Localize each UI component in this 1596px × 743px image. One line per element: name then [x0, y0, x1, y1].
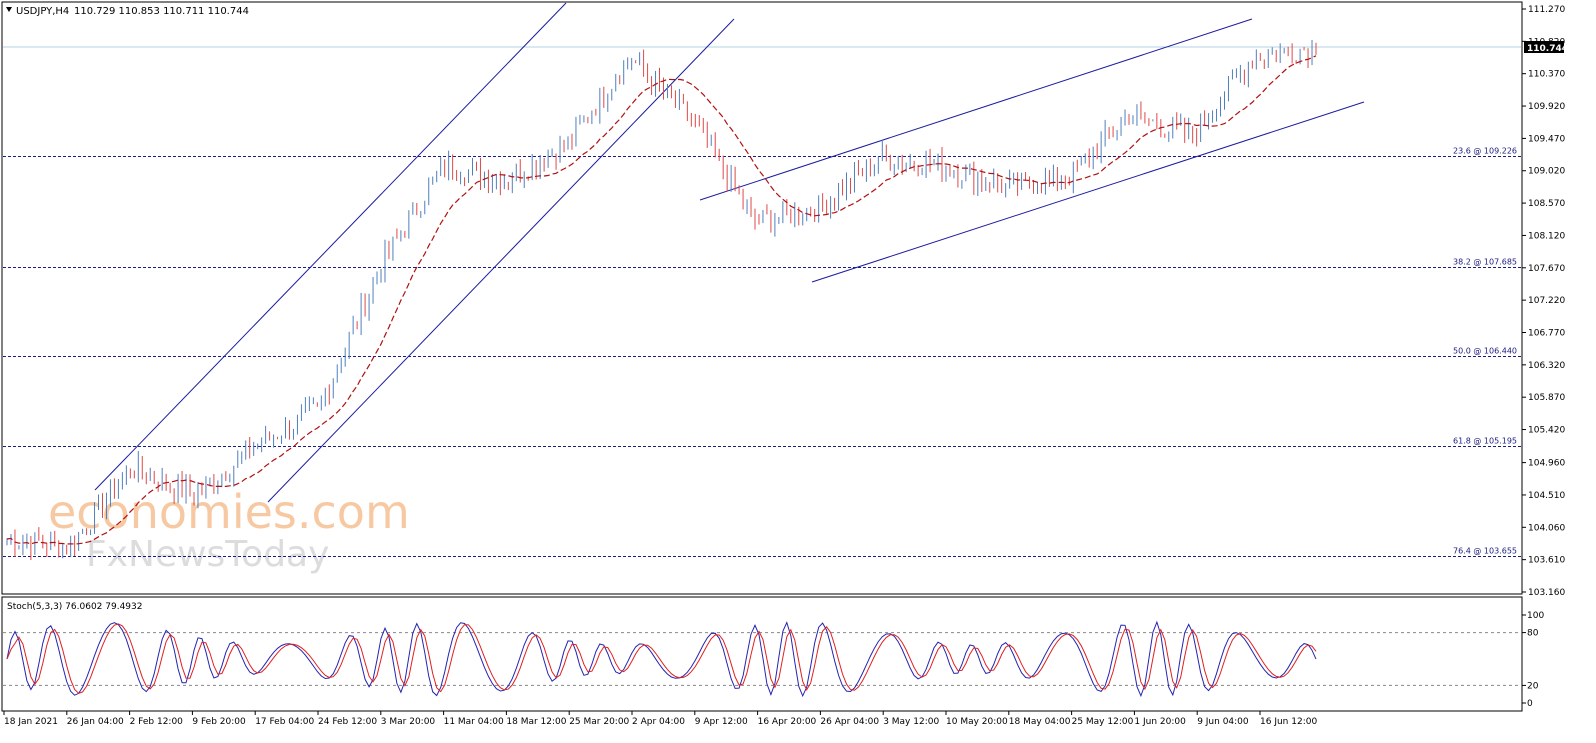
time-tick-label: 18 May 04:00 — [1009, 717, 1071, 727]
time-tick-label: 26 Jan 04:00 — [67, 717, 124, 727]
time-tick-label: 1 Jun 20:00 — [1134, 717, 1186, 727]
time-axis: 18 Jan 2021 26 Jan 04:00 2 Feb 12:00 9 Feb … — [3, 711, 1317, 727]
time-tick-label: 16 Jun 12:00 — [1260, 717, 1317, 727]
time-tick-label: 24 Feb 12:00 — [318, 717, 377, 727]
channel-line — [94, 2, 567, 491]
time-tick-label: 26 Apr 04:00 — [820, 717, 879, 727]
price-tick-label: 110.370 — [1528, 70, 1565, 80]
time-tick-label: 2 Apr 04:00 — [632, 717, 685, 727]
price-tick-label: 104.960 — [1528, 459, 1565, 469]
price-tick-label: 104.510 — [1528, 491, 1565, 501]
stoch-levels — [3, 632, 1521, 686]
price-tick-label: 108.120 — [1528, 231, 1565, 241]
time-tick-label: 18 Jan 2021 — [4, 717, 58, 727]
price-tick-label: 109.920 — [1528, 102, 1565, 112]
stoch-axis: 100 80 20 0 — [1522, 611, 1544, 709]
channel-line — [699, 18, 1253, 201]
time-tick-label: 10 May 20:00 — [946, 717, 1008, 727]
menu-triangle-icon[interactable] — [6, 7, 12, 12]
price-tick-label: 107.670 — [1528, 264, 1565, 274]
fib-level-label: 76.4 @ 103.655 — [1453, 547, 1517, 556]
fibonacci-levels: 23.6 @ 109.226 38.2 @ 107.685 50.0 @ 106.4… — [3, 147, 1521, 557]
stoch-label: Stoch(5,3,3) 76.0602 79.4932 — [7, 602, 142, 612]
price-tick-label: 111.270 — [1528, 5, 1565, 15]
time-tick-label: 9 Feb 20:00 — [192, 717, 246, 727]
symbol-label: USDJPY,H4 — [16, 6, 69, 17]
moving-average-line — [6, 55, 1317, 545]
channel-line — [811, 101, 1365, 283]
watermark-logo: economies.com — [48, 485, 410, 539]
candlesticks — [6, 39, 1317, 561]
main-chart-frame — [1, 1, 1523, 595]
stoch-tick-label: 20 — [1527, 681, 1539, 691]
price-tick-label: 105.870 — [1528, 393, 1565, 403]
time-tick-label: 11 Mar 04:00 — [444, 717, 504, 727]
price-axis: 111.270110.820110.370109.920109.470109.0… — [1522, 5, 1565, 598]
time-tick-label: 18 Mar 12:00 — [506, 717, 566, 727]
stoch-main-line — [6, 620, 1317, 698]
time-tick-label: 25 Mar 20:00 — [569, 717, 629, 727]
time-tick-label: 3 May 12:00 — [883, 717, 939, 727]
price-tick-label: 109.020 — [1528, 167, 1565, 177]
time-tick-label: 9 Jun 04:00 — [1197, 717, 1249, 727]
time-tick-label: 2 Feb 12:00 — [130, 717, 184, 727]
stoch-tick-label: 100 — [1527, 611, 1544, 621]
price-tick-label: 109.470 — [1528, 134, 1565, 144]
time-tick-label: 16 Apr 20:00 — [758, 717, 817, 727]
current-price-label: 110.744 — [1527, 44, 1568, 54]
time-tick-label: 9 Apr 12:00 — [695, 717, 748, 727]
price-tick-label: 108.570 — [1528, 199, 1565, 209]
price-tick-label: 105.420 — [1528, 426, 1565, 436]
fib-level-label: 50.0 @ 106.440 — [1453, 347, 1517, 356]
fib-level-label: 38.2 @ 107.685 — [1453, 258, 1517, 267]
time-tick-label: 25 May 12:00 — [1072, 717, 1134, 727]
price-tick-label: 106.770 — [1528, 328, 1565, 338]
channel-line — [267, 18, 735, 503]
price-tick-label: 103.160 — [1528, 588, 1565, 598]
price-tick-label: 107.220 — [1528, 296, 1565, 306]
price-tick-label: 104.060 — [1528, 523, 1565, 533]
time-tick-label: 3 Mar 20:00 — [381, 717, 436, 727]
ohlc-readout: 110.729 110.853 110.711 110.744 — [74, 6, 249, 17]
price-tick-label: 103.610 — [1528, 556, 1565, 566]
trend-channels — [94, 2, 1365, 503]
current-price-badge — [1524, 41, 1564, 53]
stoch-tick-label: 80 — [1527, 629, 1539, 639]
fib-level-label: 23.6 @ 109.226 — [1453, 147, 1517, 156]
fib-level-label: 61.8 @ 105.195 — [1453, 437, 1517, 446]
stoch-tick-label: 0 — [1527, 699, 1533, 709]
time-tick-label: 17 Feb 04:00 — [255, 717, 314, 727]
price-tick-label: 106.320 — [1528, 361, 1565, 371]
stoch-signal-line — [6, 623, 1317, 694]
watermark-subtitle: FxNewsToday — [86, 534, 329, 575]
